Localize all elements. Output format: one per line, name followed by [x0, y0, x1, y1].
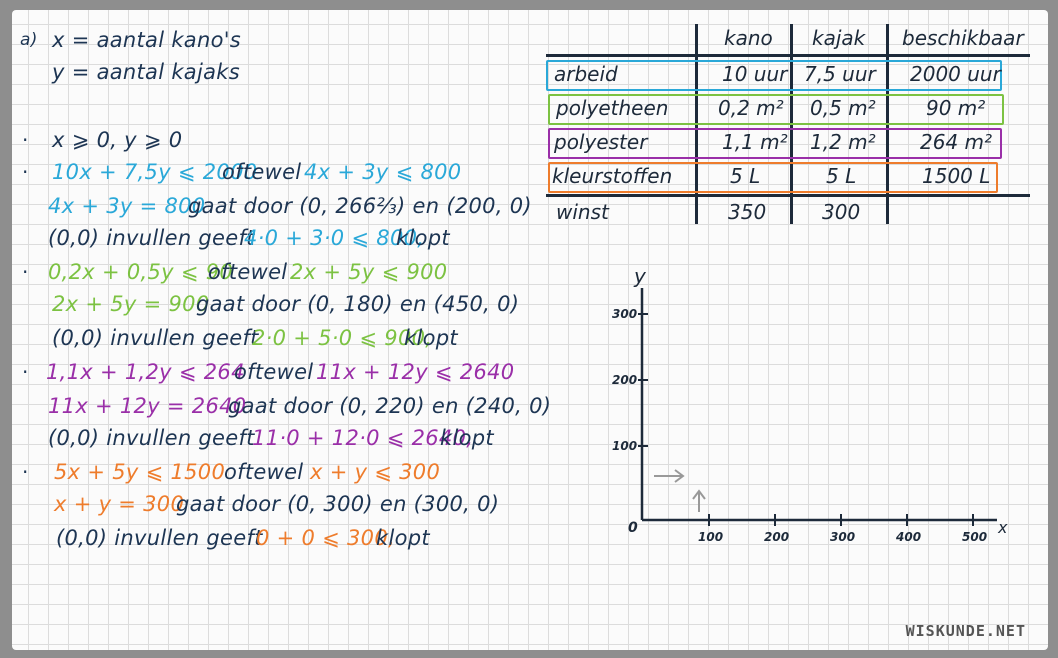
polyetheen-check-suffix: klopt [404, 326, 458, 350]
polyester-check-expr: 11·0 + 12·0 ⩽ 2640, [252, 426, 474, 450]
table-cell: 5 L [826, 164, 857, 188]
x-tick-label: 300 [830, 530, 856, 544]
table-cell: 0,2 m² [718, 96, 784, 120]
resource-table: kano kajak beschikbaar arbeid 10 uur 7,5… [542, 20, 1042, 240]
kleurstoffen-check-expr: 0 + 0 ⩽ 300, [256, 526, 395, 550]
x-definition: x = aantal kano's [52, 28, 242, 52]
x-axis-label: x [998, 518, 1008, 537]
oftewel-text: oftewel [208, 260, 288, 284]
coordinate-system: y x 0 300 200 100 100 200 300 400 500 [612, 264, 1032, 558]
polyetheen-simplified: 2x + 5y ⩽ 900 [290, 260, 448, 284]
polyetheen-line-equation: 2x + 5y = 900 [52, 292, 210, 316]
kleurstoffen-simplified: x + y ⩽ 300 [310, 460, 441, 484]
table-row-label: winst [556, 200, 609, 224]
arbeid-gaat-door: gaat door (0, 266⅔) en (200, 0) [188, 194, 532, 218]
table-header: kano [724, 26, 773, 50]
table-cell: 90 m² [926, 96, 986, 120]
row-highlight-polyester [548, 128, 1002, 159]
polyetheen-check-prefix: (0,0) invullen geeft [52, 326, 259, 350]
axes-svg [638, 288, 997, 526]
y-tick-label: 300 [612, 307, 638, 321]
table-cell: 1,1 m² [722, 130, 788, 154]
oftewel-text: oftewel [224, 460, 304, 484]
arbeid-simplified: 4x + 3y ⩽ 800 [304, 160, 462, 184]
x-tick-label: 100 [698, 530, 724, 544]
table-row-label: arbeid [554, 62, 618, 86]
hint-arrow-up-head [692, 489, 706, 500]
bullet: · [22, 160, 29, 184]
hint-arrow-right-head [674, 469, 685, 483]
polyester-check-suffix: klopt [440, 426, 494, 450]
table-header: kajak [812, 26, 866, 50]
nonneg-constraint: x ⩾ 0, y ⩾ 0 [52, 128, 183, 152]
arbeid-line-equation: 4x + 3y = 800 [48, 194, 206, 218]
bullet: · [22, 128, 29, 152]
polyester-gaat-door: gaat door (0, 220) en (240, 0) [228, 394, 552, 418]
table-cell: 264 m² [920, 130, 993, 154]
y-tick-label: 100 [612, 439, 638, 453]
table-header: beschikbaar [902, 26, 1024, 50]
arbeid-check-expr: 4·0 + 3·0 ⩽ 800, [244, 226, 425, 250]
y-axis-label: y [634, 264, 646, 288]
y-definition: y = aantal kajaks [52, 60, 240, 84]
part-marker: a) [20, 30, 38, 50]
table-cell: 7,5 uur [804, 62, 876, 86]
kleurstoffen-check-prefix: (0,0) invullen geeft [56, 526, 263, 550]
polyester-check-prefix: (0,0) invullen geeft [48, 426, 255, 450]
oftewel-text: oftewel [234, 360, 314, 384]
bullet: · [22, 260, 29, 284]
polyester-line-equation: 11x + 12y = 2640 [48, 394, 247, 418]
kleurstoffen-check-suffix: klopt [376, 526, 430, 550]
table-cell: 2000 uur [910, 62, 1001, 86]
oftewel-text: oftewel [222, 160, 302, 184]
whiteboard: a) x = aantal kano's y = aantal kajaks ·… [12, 10, 1048, 650]
polyester-simplified: 11x + 12y ⩽ 2640 [316, 360, 515, 384]
table-cell: 10 uur [722, 62, 788, 86]
table-cell: 5 L [730, 164, 761, 188]
table-cell: 1,2 m² [810, 130, 876, 154]
table-cell: 300 [822, 200, 861, 224]
row-highlight-arbeid [546, 60, 1002, 91]
x-tick-label: 500 [962, 530, 988, 544]
polyester-inequality: 1,1x + 1,2y ⩽ 264 [46, 360, 245, 384]
table-row-label: polyester [554, 130, 648, 154]
kleurstoffen-gaat-door: gaat door (0, 300) en (300, 0) [176, 492, 500, 516]
bullet: · [22, 460, 29, 484]
kleurstoffen-line-equation: x + y = 300 [54, 492, 185, 516]
arbeid-check-prefix: (0,0) invullen geeft [48, 226, 255, 250]
kleurstoffen-inequality: 5x + 5y ⩽ 1500 [54, 460, 226, 484]
table-header-rule [546, 54, 1030, 57]
polyetheen-check-expr: 2·0 + 5·0 ⩽ 900, [252, 326, 433, 350]
x-tick-label: 400 [896, 530, 922, 544]
watermark: WISKUNDE.NET [905, 622, 1026, 640]
table-row-label: kleurstoffen [552, 164, 673, 188]
table-cell: 0,5 m² [810, 96, 876, 120]
table-cell: 350 [728, 200, 767, 224]
table-row-label: polyetheen [556, 96, 669, 120]
row-highlight-kleurstoffen [548, 162, 998, 193]
arbeid-check-suffix: klopt [396, 226, 450, 250]
y-tick-label: 200 [612, 373, 638, 387]
polyetheen-gaat-door: gaat door (0, 180) en (450, 0) [196, 292, 520, 316]
arbeid-inequality: 10x + 7,5y ⩽ 2000 [52, 160, 258, 184]
x-tick-label: 200 [764, 530, 790, 544]
table-cell: 1500 L [922, 164, 991, 188]
bullet: · [22, 360, 29, 384]
polyetheen-inequality: 0,2x + 0,5y ⩽ 90 [48, 260, 234, 284]
table-rule [546, 194, 1030, 197]
origin-label: 0 [628, 520, 638, 536]
row-highlight-polyetheen [548, 94, 1004, 125]
